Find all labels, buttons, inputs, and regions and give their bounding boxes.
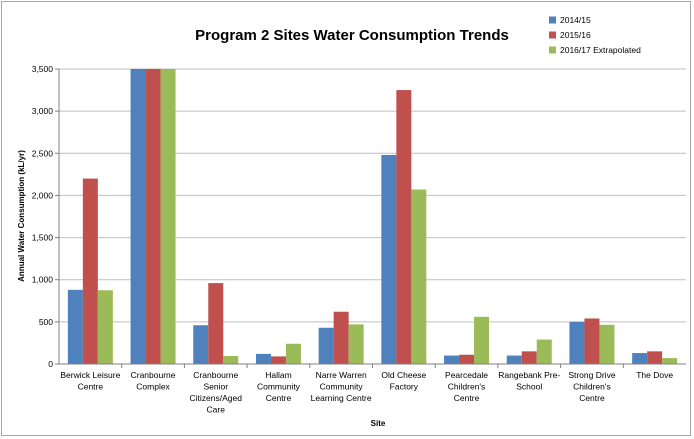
y-tick-label: 0: [48, 359, 53, 369]
category-labels: Berwick Leisure Centre Cranbourne Complex Cr…: [60, 370, 673, 415]
y-tick-label: 500: [39, 317, 53, 327]
bar: [444, 355, 460, 364]
legend-swatch: [549, 31, 556, 39]
y-tick-label: 3,000: [32, 106, 54, 116]
x-category-label: Strong Drive Children's Centre: [568, 370, 616, 403]
bar: [521, 351, 537, 364]
x-category-label: Hallam Community Centre: [257, 370, 301, 403]
bar: [97, 290, 113, 364]
bars: [67, 69, 678, 365]
bar: [536, 339, 552, 364]
bar: [348, 324, 364, 364]
bar: [662, 358, 678, 364]
y-axis-title: Annual Water Consumption (kL/yr): [17, 150, 26, 282]
bar: [333, 311, 349, 364]
y-tick-label: 1,500: [32, 233, 54, 243]
bar: [255, 353, 271, 364]
legend-label: 2014/15: [560, 15, 591, 25]
bar: [411, 189, 427, 364]
bar: [584, 318, 600, 364]
x-axis-title: Site: [371, 419, 386, 428]
bar: [506, 355, 522, 364]
bar: [474, 316, 490, 364]
x-category-label: Rangebank Pre-School: [498, 370, 560, 392]
x-category-label: Berwick Leisure Centre: [60, 370, 120, 392]
legend-swatch: [549, 46, 556, 54]
bar: [318, 327, 334, 364]
axes: [58, 69, 686, 368]
bar: [145, 69, 161, 364]
bar: [459, 354, 475, 364]
bar: [130, 69, 146, 364]
bar: [208, 283, 224, 364]
legend: 2014/15 2015/16 2016/17 Extrapolated: [549, 15, 641, 55]
bar: [396, 90, 412, 365]
bar: [270, 356, 286, 364]
y-tick-labels: 0 500 1,000 1,500 2,000 2,500 3,000 3,500: [32, 64, 54, 369]
y-tick-label: 3,500: [32, 64, 54, 74]
x-category-label: Cranbourne Complex: [131, 370, 176, 392]
x-category-label: The Dove: [636, 370, 673, 380]
y-tick-label: 1,000: [32, 275, 54, 285]
bar: [160, 69, 176, 364]
bar: [193, 325, 209, 364]
x-category-label: Old Cheese Factory: [381, 370, 426, 392]
bar: [285, 343, 301, 364]
y-tick-label: 2,500: [32, 148, 54, 158]
bar: [381, 154, 397, 364]
legend-label: 2016/17 Extrapolated: [560, 45, 641, 55]
x-category-label: Narre Warren Community Learning Centre: [311, 370, 372, 403]
bar: [647, 351, 663, 364]
bar: [632, 353, 648, 364]
bar: [599, 324, 615, 364]
bar: [223, 355, 239, 364]
legend-swatch: [549, 16, 556, 24]
legend-label: 2015/16: [560, 30, 591, 40]
bar: [569, 321, 585, 364]
bar: [67, 289, 83, 364]
x-category-label: Cranbourne Senior Citizens/Aged Care: [190, 370, 243, 415]
x-category-label: Pearcedale Children's Centre: [445, 370, 488, 403]
bar: [82, 178, 98, 364]
y-tick-label: 2,000: [32, 190, 54, 200]
chart-title: Program 2 Sites Water Consumption Trends: [195, 27, 509, 44]
